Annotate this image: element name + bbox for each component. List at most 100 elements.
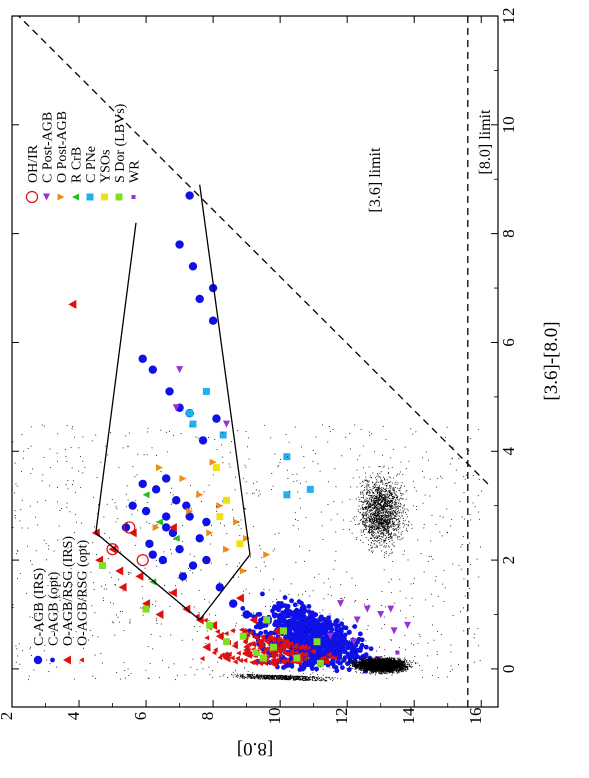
point-field-star	[397, 522, 399, 524]
point-field-star	[391, 538, 393, 540]
point-c-agb-opt	[333, 665, 339, 670]
point-field-star	[322, 674, 324, 676]
point-field-star	[349, 448, 351, 450]
point-field-star	[363, 500, 365, 502]
point-field-star	[165, 561, 167, 563]
point-c-agb-opt	[306, 609, 312, 615]
point-field-star	[142, 614, 144, 616]
point-field-star	[401, 515, 403, 516]
point-s-dor-lbvs	[279, 627, 287, 635]
point-c-pne	[306, 485, 314, 493]
point-s-dor-lbvs	[316, 659, 324, 667]
point-s-dor-lbvs	[142, 605, 150, 613]
point-field-star	[110, 602, 111, 604]
point-field-star	[430, 556, 432, 557]
point-c-agb-opt	[261, 623, 267, 628]
point-field-star	[379, 544, 381, 546]
point-field-star	[446, 426, 448, 428]
point-s-dor-lbvs	[269, 643, 277, 651]
point-c-agb-opt	[298, 620, 304, 626]
point-field-star	[362, 480, 364, 482]
point-c-agb-opt	[318, 629, 323, 635]
point-field-star	[376, 480, 378, 482]
point-field-star	[381, 544, 383, 546]
point-field-star	[304, 560, 306, 562]
point-field-star	[232, 674, 234, 676]
point-field-star	[382, 425, 384, 427]
point-field-star	[477, 495, 479, 497]
point-field-star	[403, 524, 405, 526]
point-field-star	[363, 467, 365, 469]
point-field-star	[478, 519, 480, 521]
point-c-agb-irs	[145, 539, 154, 548]
point-field-star	[107, 557, 109, 559]
point-field-star	[390, 578, 392, 580]
point-field-star	[381, 480, 383, 482]
point-field-star	[193, 606, 195, 608]
point-field-star	[378, 502, 380, 504]
point-field-star	[202, 668, 204, 670]
point-field-star	[244, 464, 246, 466]
point-field-star	[447, 531, 449, 533]
point-field-star	[396, 657, 398, 659]
point-field-star	[404, 485, 405, 487]
point-c-agb-irs	[212, 414, 221, 423]
point-c-agb-opt	[312, 631, 318, 637]
point-field-star	[14, 462, 16, 464]
point-field-star	[73, 678, 75, 680]
point-field-star	[360, 486, 362, 488]
point-field-star	[372, 507, 374, 508]
point-o-agb-rsg-irs	[235, 593, 244, 603]
point-field-star	[385, 546, 387, 548]
point-field-star	[256, 617, 258, 618]
point-field-star	[385, 528, 387, 530]
point-field-star	[407, 510, 409, 512]
point-c-agb-opt	[247, 612, 253, 618]
point-field-star	[164, 584, 165, 586]
point-field-star	[374, 547, 376, 549]
point-field-star	[318, 678, 320, 680]
point-field-star	[368, 500, 370, 502]
point-field-star	[413, 660, 414, 662]
point-o-agb-rsg-opt	[214, 629, 220, 635]
point-c-agb-irs	[148, 550, 157, 559]
point-field-star	[416, 662, 418, 664]
series-c-agb-opt	[240, 591, 379, 674]
point-c-agb-opt	[281, 665, 286, 670]
point-field-star	[408, 524, 409, 526]
point-field-star	[378, 506, 380, 507]
point-field-star	[203, 491, 205, 493]
point-field-star	[399, 527, 401, 529]
point-field-star	[358, 643, 360, 645]
point-field-star	[305, 608, 307, 610]
point-c-agb-opt	[355, 647, 361, 653]
point-field-star	[477, 428, 479, 430]
point-field-star	[272, 578, 274, 580]
point-field-star	[371, 520, 373, 522]
point-field-star	[324, 680, 326, 682]
point-field-star	[226, 677, 228, 678]
point-field-star	[435, 486, 437, 488]
point-s-dor-lbvs	[98, 562, 106, 570]
point-field-star	[90, 571, 92, 573]
point-o-agb-rsg-opt	[249, 660, 255, 666]
point-c-agb-opt	[363, 644, 369, 650]
point-field-star	[375, 650, 377, 652]
point-field-star	[370, 673, 372, 675]
point-field-star	[193, 626, 195, 627]
point-field-star	[61, 508, 62, 509]
point-field-star	[288, 490, 290, 492]
point-field-star	[410, 643, 412, 644]
point-field-star	[380, 528, 382, 529]
point-field-star	[429, 478, 431, 480]
point-field-star	[380, 479, 382, 481]
point-field-star	[376, 523, 378, 525]
point-field-star	[155, 560, 157, 561]
point-field-star	[368, 528, 370, 530]
point-field-star	[385, 483, 387, 485]
point-field-star	[468, 588, 470, 589]
point-field-star	[386, 486, 387, 488]
point-field-star	[111, 499, 113, 500]
point-field-star	[376, 535, 378, 537]
